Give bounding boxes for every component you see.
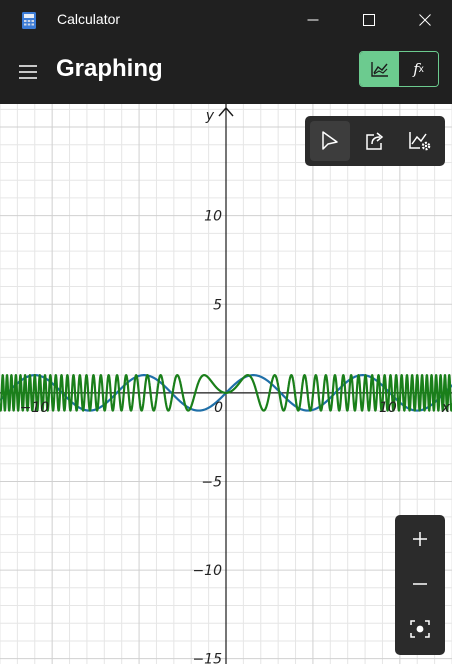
close-button[interactable] bbox=[397, 0, 452, 40]
title-bar: Calculator bbox=[0, 0, 452, 40]
zoom-panel bbox=[395, 515, 445, 655]
minimize-icon bbox=[307, 19, 319, 21]
close-icon bbox=[419, 14, 431, 26]
share-icon bbox=[366, 132, 384, 150]
curves bbox=[0, 374, 452, 412]
tick-labels: −10 0 10 10 5 −5 −10 −15 x y bbox=[20, 108, 451, 664]
zoom-out-icon bbox=[413, 583, 427, 585]
window-title: Calculator bbox=[57, 11, 121, 27]
y-axis-label: y bbox=[205, 108, 215, 124]
y-tick-label: 5 bbox=[213, 297, 222, 313]
graph-toolbar bbox=[305, 116, 445, 166]
reset-view-icon bbox=[410, 620, 430, 638]
y-tick-label: −5 bbox=[201, 474, 222, 490]
function-subscript: x bbox=[418, 63, 424, 75]
x-tick-label: 0 bbox=[214, 400, 223, 416]
y-tick-label: −15 bbox=[192, 652, 222, 664]
graph-settings-button[interactable] bbox=[400, 121, 440, 161]
hamburger-menu-icon bbox=[19, 65, 37, 79]
graph-view-icon bbox=[370, 62, 388, 77]
x-tick-label: −10 bbox=[20, 400, 50, 416]
zoom-in-icon bbox=[413, 532, 427, 546]
minimize-button[interactable] bbox=[285, 0, 341, 40]
page-title: Graphing bbox=[56, 55, 163, 82]
select-cursor-icon bbox=[322, 131, 338, 150]
y-axis-arrow bbox=[218, 106, 234, 117]
x-axis-label: x bbox=[441, 400, 451, 416]
reset-view-button[interactable] bbox=[400, 609, 440, 649]
x-tick-label: 10 bbox=[379, 400, 397, 416]
maximize-button[interactable] bbox=[341, 0, 397, 40]
navigation-menu-button[interactable] bbox=[14, 58, 42, 86]
maximize-icon bbox=[363, 14, 375, 26]
zoom-out-button[interactable] bbox=[400, 564, 440, 604]
y-tick-label: −10 bbox=[192, 563, 222, 579]
y-tick-label: 10 bbox=[204, 209, 222, 225]
share-button[interactable] bbox=[355, 121, 395, 161]
graph-plot[interactable]: −10 0 10 10 5 −5 −10 −15 x y bbox=[0, 104, 452, 664]
select-button[interactable] bbox=[310, 121, 350, 161]
graph-view-button[interactable] bbox=[360, 52, 399, 86]
graph-settings-icon bbox=[409, 132, 431, 151]
zoom-in-button[interactable] bbox=[400, 519, 440, 559]
green-curve bbox=[0, 374, 452, 412]
function-label: f bbox=[413, 60, 419, 78]
graph-canvas[interactable]: −10 0 10 10 5 −5 −10 −15 x y bbox=[0, 104, 452, 664]
calculator-icon bbox=[22, 12, 36, 29]
